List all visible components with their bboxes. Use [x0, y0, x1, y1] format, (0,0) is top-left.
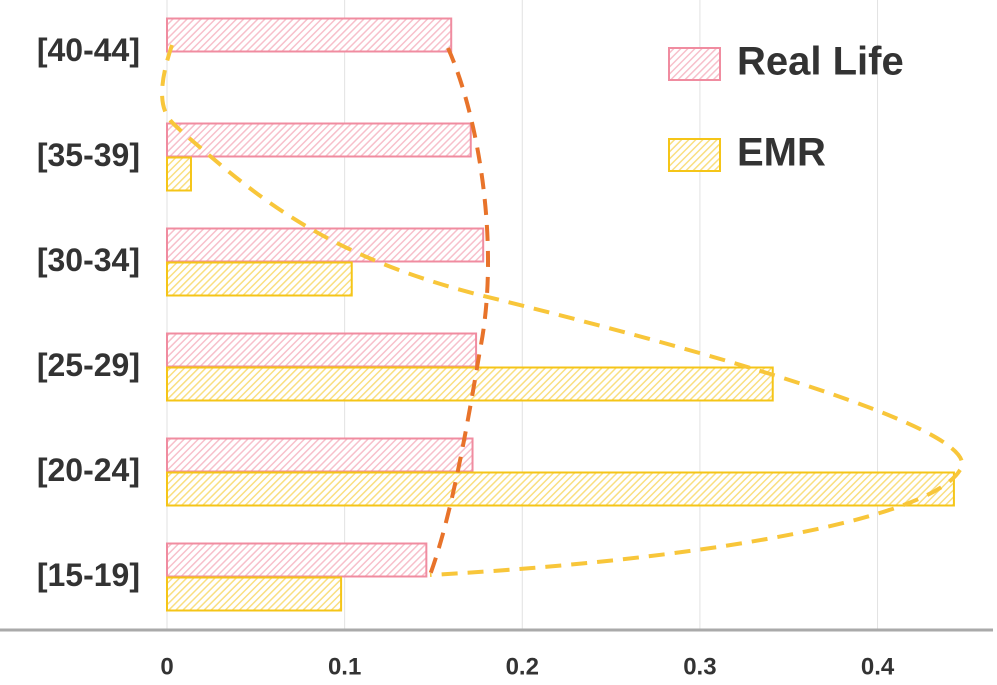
- legend-label: EMR: [737, 131, 826, 175]
- bar: [166, 576, 343, 612]
- x-tick-label: 0: [160, 653, 173, 680]
- bar: [166, 471, 955, 507]
- y-tick-label: [40-44]: [37, 32, 140, 68]
- x-tick-label: 0.4: [861, 653, 895, 680]
- x-tick-label: 0.2: [506, 653, 539, 680]
- bar: [166, 17, 453, 53]
- bar: [166, 122, 472, 158]
- y-tick-label: [25-29]: [37, 347, 140, 383]
- bar: [166, 156, 192, 192]
- x-tick-label: 0.3: [683, 653, 716, 680]
- x-tick-label: 0.1: [328, 653, 361, 680]
- legend-swatch: [668, 138, 721, 172]
- legend-label: Real Life: [737, 40, 904, 84]
- y-tick-label: [20-24]: [37, 452, 140, 488]
- bar: [166, 261, 353, 297]
- y-tick-label: [35-39]: [37, 137, 140, 173]
- legend-swatch: [668, 47, 721, 81]
- real-life-curve: [428, 47, 491, 576]
- y-tick-label: [30-34]: [37, 242, 140, 278]
- y-tick-label: [15-19]: [37, 557, 140, 593]
- bar: [166, 437, 474, 473]
- bar: [166, 366, 774, 402]
- bar: [166, 332, 478, 368]
- bar: [166, 227, 485, 263]
- bar: [166, 542, 428, 578]
